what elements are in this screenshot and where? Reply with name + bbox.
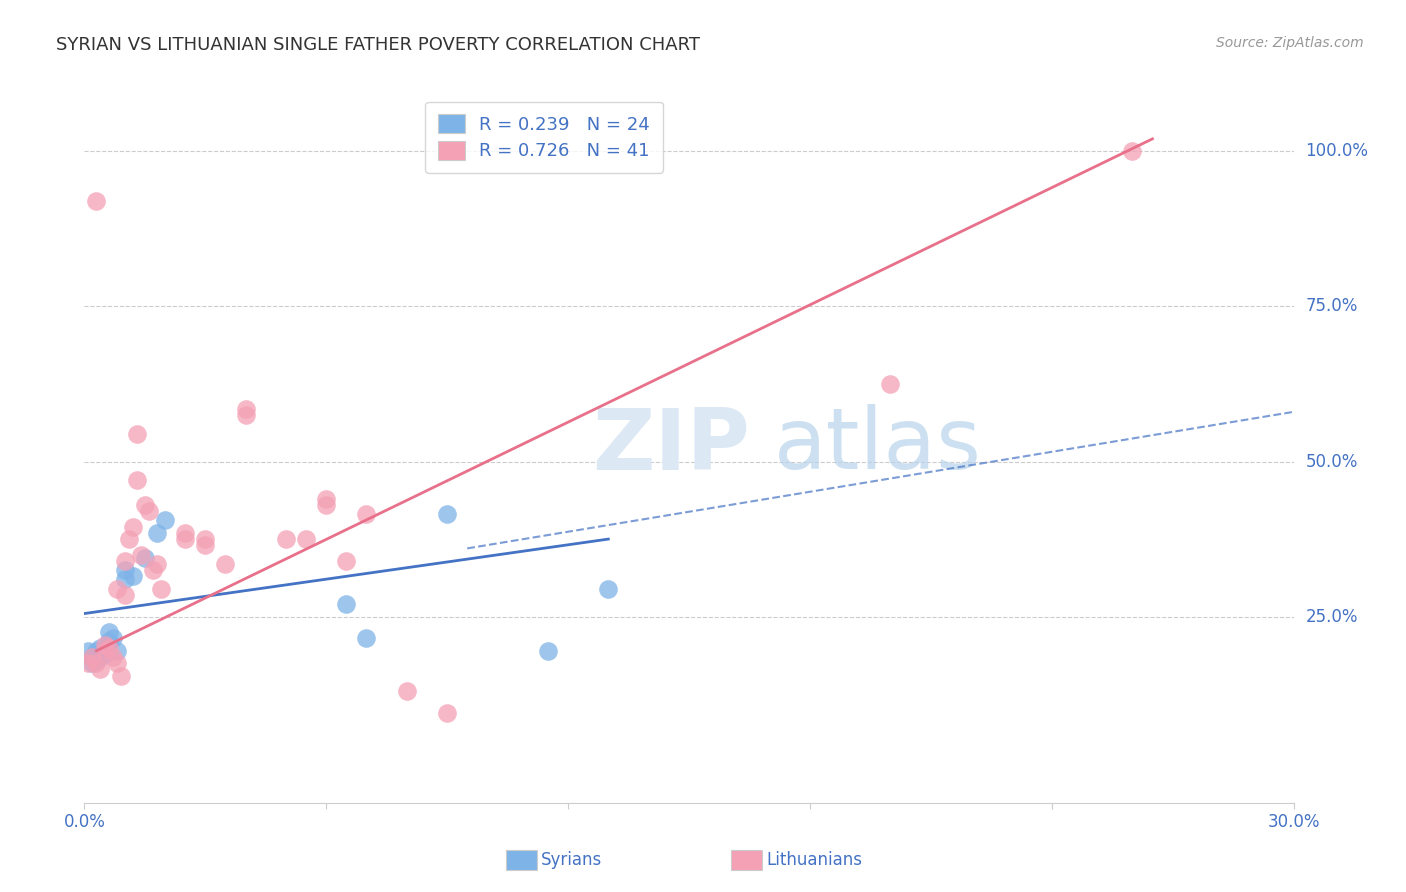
Point	[89, 662, 111, 676]
Point	[114, 563, 136, 577]
Point	[214, 557, 236, 571]
Text: 50.0%: 50.0%	[1306, 452, 1358, 470]
Text: SYRIAN VS LITHUANIAN SINGLE FATHER POVERTY CORRELATION CHART: SYRIAN VS LITHUANIAN SINGLE FATHER POVER…	[56, 36, 700, 54]
Text: Syrians: Syrians	[541, 851, 603, 869]
Point	[97, 640, 120, 655]
Point	[138, 504, 160, 518]
Point	[153, 513, 176, 527]
Point	[436, 508, 458, 522]
Text: 100.0%: 100.0%	[1306, 142, 1368, 161]
Point	[129, 548, 152, 562]
Legend: R = 0.239   N = 24, R = 0.726   N = 41: R = 0.239 N = 24, R = 0.726 N = 41	[425, 102, 662, 173]
Point	[101, 650, 124, 665]
Point	[335, 597, 357, 611]
Text: 25.0%: 25.0%	[1306, 607, 1358, 625]
Point	[93, 647, 115, 661]
Point	[114, 573, 136, 587]
Point	[118, 532, 141, 546]
Point	[125, 426, 148, 441]
Point	[174, 525, 197, 540]
Point	[77, 656, 100, 670]
Point	[274, 532, 297, 546]
Point	[93, 644, 115, 658]
Point	[315, 491, 337, 506]
Point	[537, 644, 560, 658]
Point	[142, 563, 165, 577]
Point	[235, 401, 257, 416]
Point	[315, 498, 337, 512]
Point	[86, 644, 108, 658]
Point	[121, 519, 143, 533]
Point	[356, 632, 378, 646]
Text: 75.0%: 75.0%	[1306, 297, 1358, 316]
Point	[101, 632, 124, 646]
Point	[93, 644, 115, 658]
Point	[1121, 145, 1143, 159]
Point	[114, 554, 136, 568]
Text: atlas: atlas	[773, 404, 981, 488]
Point	[235, 408, 257, 422]
Point	[295, 532, 318, 546]
Point	[82, 650, 104, 665]
Point	[82, 656, 104, 670]
Point	[105, 656, 128, 670]
Text: ZIP: ZIP	[592, 404, 749, 488]
Point	[149, 582, 172, 596]
Point	[436, 706, 458, 720]
Point	[335, 554, 357, 568]
Point	[77, 644, 100, 658]
Point	[194, 538, 217, 552]
Point	[86, 656, 108, 670]
Point	[121, 569, 143, 583]
Point	[174, 532, 197, 546]
Point	[105, 582, 128, 596]
Text: Lithuanians: Lithuanians	[766, 851, 862, 869]
Point	[110, 668, 132, 682]
Point	[97, 625, 120, 640]
Point	[89, 650, 111, 665]
Point	[356, 508, 378, 522]
Point	[194, 532, 217, 546]
Point	[146, 557, 169, 571]
Point	[86, 194, 108, 208]
Point	[125, 473, 148, 487]
Point	[89, 640, 111, 655]
Point	[134, 550, 156, 565]
Point	[97, 634, 120, 648]
Point	[93, 638, 115, 652]
Point	[86, 653, 108, 667]
Point	[82, 650, 104, 665]
Point	[879, 376, 901, 391]
Point	[114, 588, 136, 602]
Point	[395, 684, 418, 698]
Point	[146, 525, 169, 540]
Point	[598, 582, 620, 596]
Point	[134, 498, 156, 512]
Text: Source: ZipAtlas.com: Source: ZipAtlas.com	[1216, 36, 1364, 50]
Point	[105, 644, 128, 658]
